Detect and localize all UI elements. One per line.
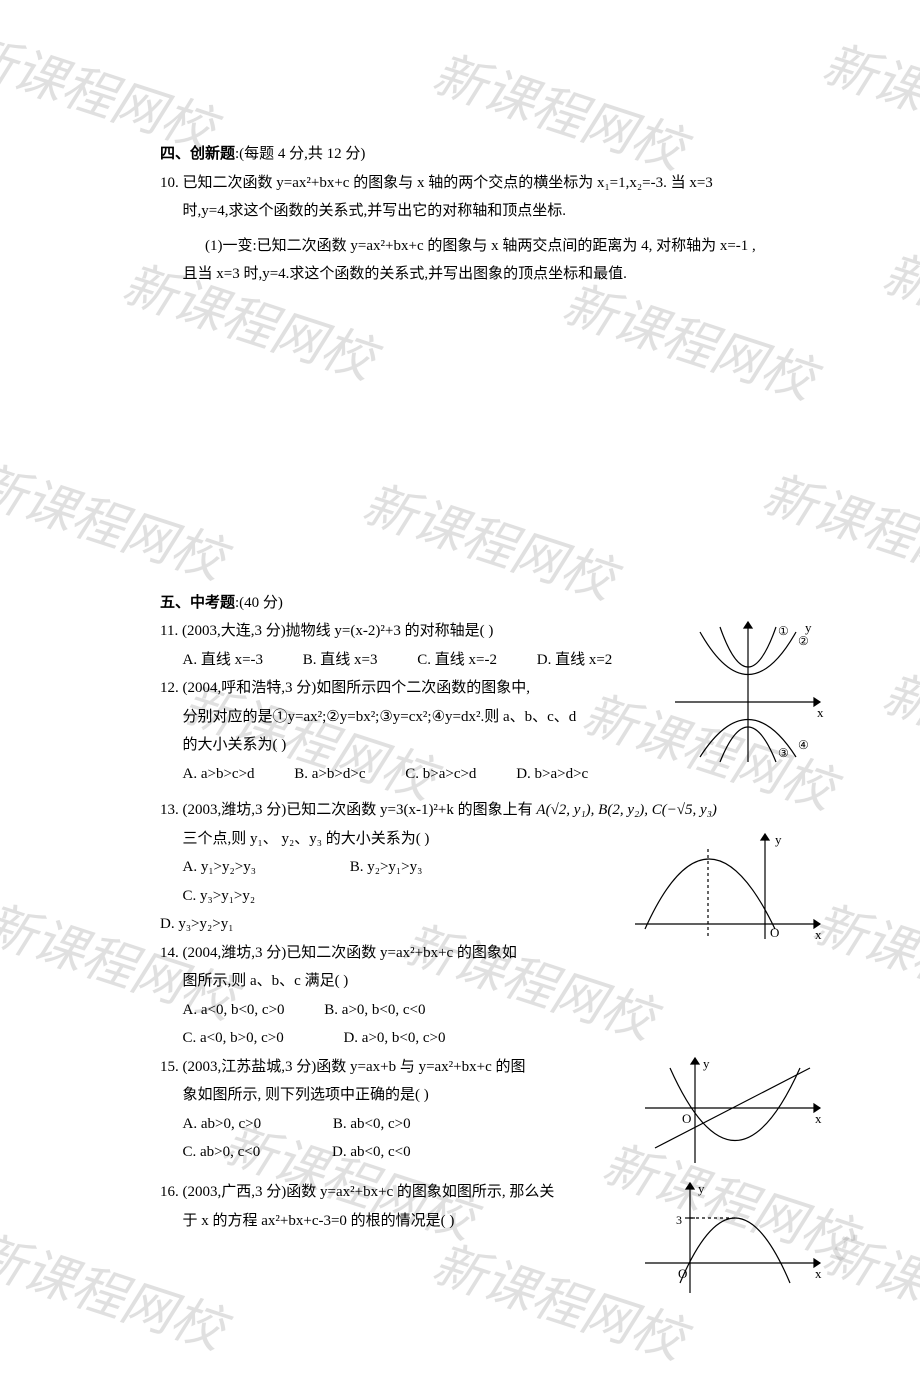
q14-options-line2: C. a<0, b>0, c>0 D. a>0, b<0, c>0 (160, 1024, 830, 1053)
svg-text:3: 3 (676, 1213, 682, 1227)
q14-line2: 图所示,则 a、b、c 满足( ) (160, 967, 830, 996)
svg-text:③: ③ (778, 746, 789, 760)
svg-text:O: O (770, 925, 779, 940)
q14-options-line1: A. a<0, b<0, c>0 B. a>0, b<0, c<0 (160, 996, 830, 1025)
sec4-heading: 四、创新题 (160, 146, 235, 162)
q10-var1-line1: (1)一变:已知二次函数 y=ax²+bx+c 的图象与 x 轴两交点间的距离为… (160, 232, 830, 261)
svg-text:O: O (682, 1111, 691, 1126)
q12-figure: y x ① ② ③ ④ (670, 617, 830, 778)
svg-text:x: x (815, 1111, 822, 1126)
svg-text:y: y (805, 620, 812, 635)
sec5-heading: 五、中考题 (160, 595, 235, 611)
q16-figure: x y O 3 (640, 1178, 830, 1309)
q10-line1: 10. 已知二次函数 y=ax²+bx+c 的图象与 x 轴的两个交点的横坐标为… (160, 169, 830, 198)
svg-text:x: x (815, 1266, 822, 1281)
svg-text:x: x (817, 705, 824, 720)
svg-text:④: ④ (798, 738, 809, 752)
svg-text:②: ② (798, 634, 809, 648)
sec5-heading-tail: :(40 分) (235, 595, 283, 611)
q10-var1-line2: 且当 x=3 时,y=4.求这个函数的关系式,并写出图象的顶点坐标和最值. (160, 260, 830, 289)
svg-text:①: ① (778, 624, 789, 638)
svg-text:y: y (703, 1056, 710, 1071)
svg-text:x: x (815, 927, 822, 942)
svg-text:y: y (775, 832, 782, 847)
svg-text:O: O (678, 1266, 687, 1281)
q15-figure: x y O (640, 1053, 830, 1179)
q10-line2: 时,y=4,求这个函数的关系式,并写出它的对称轴和顶点坐标. (160, 197, 830, 226)
svg-text:y: y (698, 1181, 705, 1196)
q14-figure: x y O (630, 829, 830, 960)
sec4-heading-tail: :(每题 4 分,共 12 分) (235, 146, 365, 162)
q13-line1: 13. (2003,潍坊,3 分)已知二次函数 y=3(x-1)²+k 的图象上… (160, 796, 830, 825)
